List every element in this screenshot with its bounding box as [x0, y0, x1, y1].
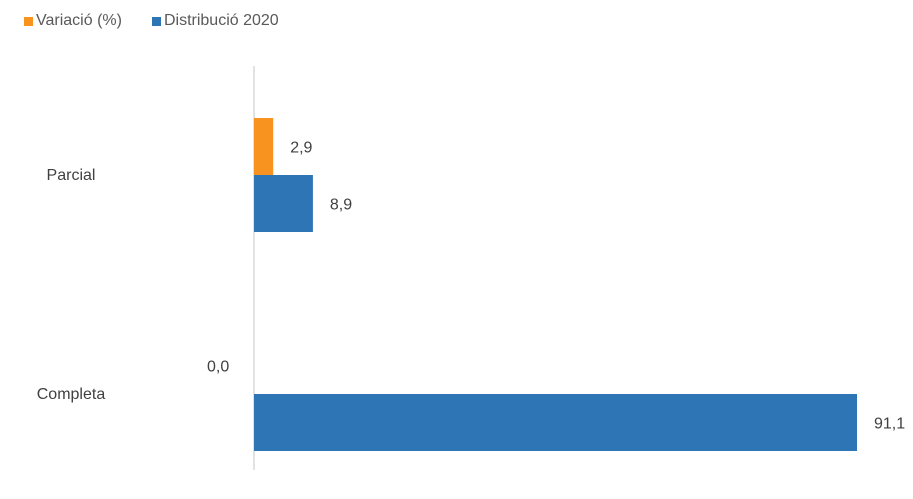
bar-completa-series-1 — [254, 394, 857, 451]
legend-label-distribucio: Distribució 2020 — [163, 12, 279, 29]
legend-swatch-distribucio — [151, 16, 161, 26]
legend-item-variacio: Variació (%) — [24, 12, 122, 30]
legend: Variació (%) Distribució 2020 — [24, 12, 309, 30]
data-label-completa-series-1: 91,1 — [874, 416, 905, 433]
data-label-completa-series-0: 0,0 — [207, 359, 229, 376]
legend-label-variacio: Variació (%) — [36, 12, 122, 29]
category-label-completa: Completa — [37, 386, 106, 403]
legend-item-distribucio: Distribució 2020 — [151, 12, 279, 30]
legend-swatch-variacio — [24, 16, 33, 26]
category-label-parcial: Parcial — [47, 167, 96, 184]
data-label-parcial-series-1: 8,9 — [330, 197, 352, 214]
bar-parcial-series-1 — [254, 175, 313, 232]
data-label-parcial-series-0: 2,9 — [290, 140, 312, 157]
bar-parcial-series-0 — [254, 118, 274, 175]
